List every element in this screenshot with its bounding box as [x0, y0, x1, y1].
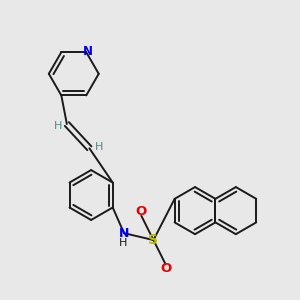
Text: O: O: [161, 262, 172, 275]
Text: O: O: [135, 205, 146, 218]
Text: S: S: [148, 233, 158, 247]
Text: H: H: [94, 142, 103, 152]
Text: N: N: [82, 45, 93, 58]
Text: N: N: [119, 226, 129, 240]
Text: H: H: [119, 238, 128, 248]
Text: H: H: [54, 121, 62, 131]
